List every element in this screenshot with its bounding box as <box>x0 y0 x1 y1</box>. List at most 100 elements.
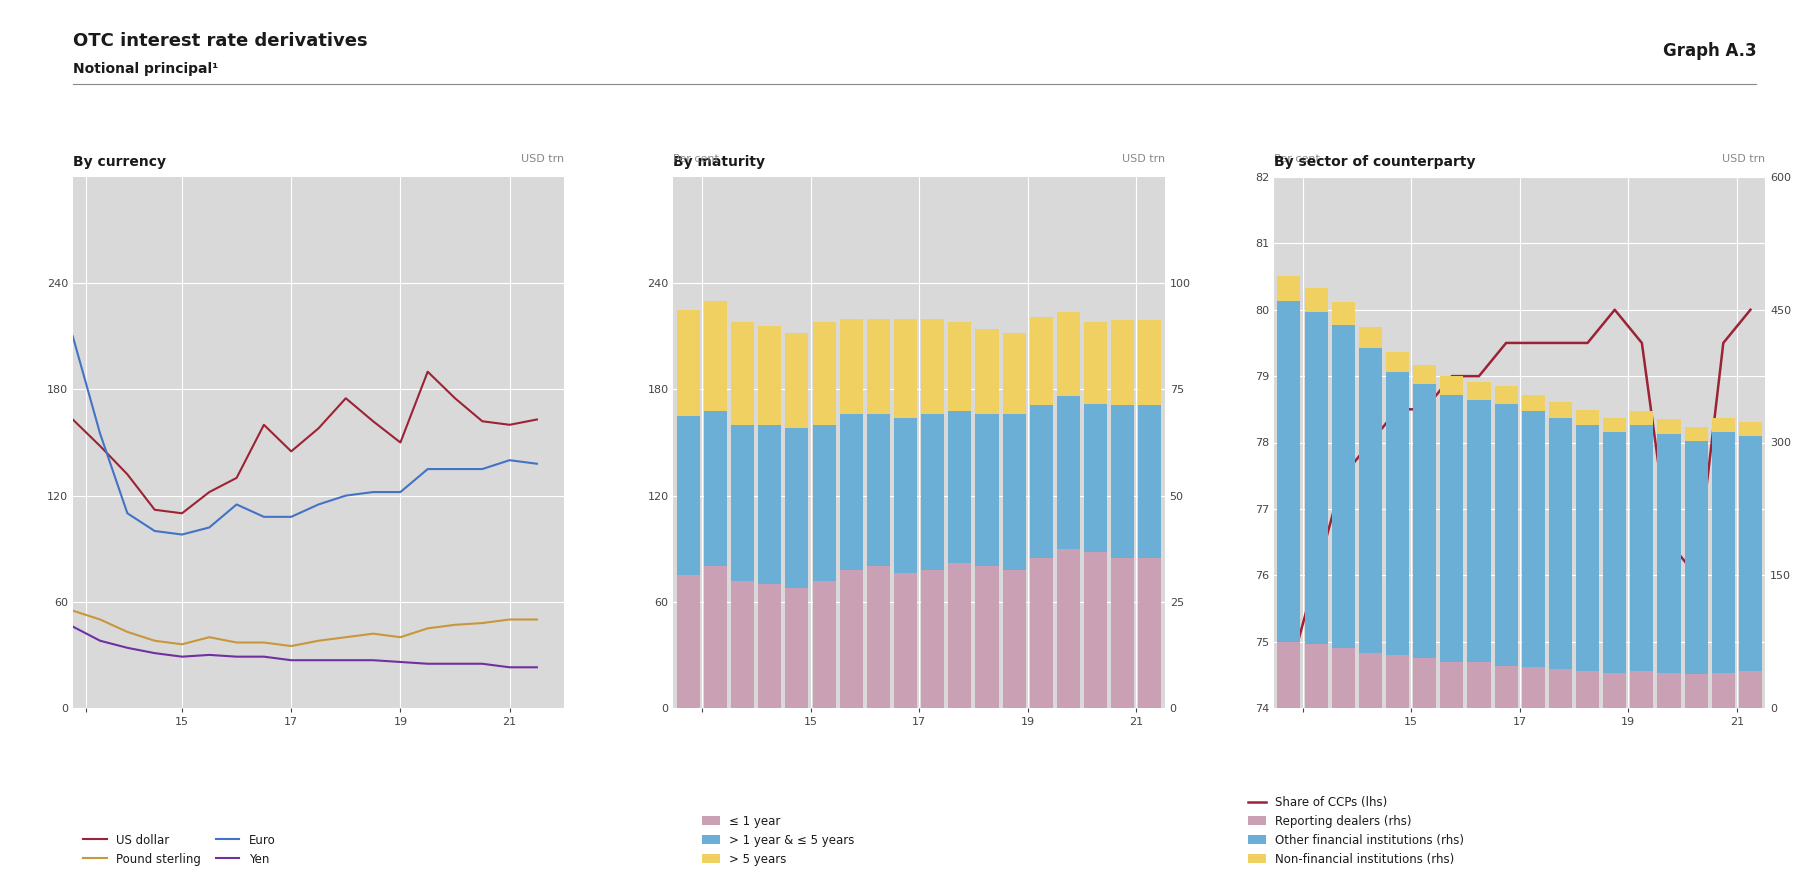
Legend: US dollar, Pound sterling, Euro, Yen: US dollar, Pound sterling, Euro, Yen <box>78 829 280 870</box>
Bar <box>786 428 808 588</box>
Bar <box>1631 671 1653 708</box>
Bar <box>1332 302 1354 325</box>
Bar <box>704 566 726 708</box>
Bar <box>1305 312 1327 644</box>
Bar <box>1440 662 1463 708</box>
Text: Per cent: Per cent <box>673 154 719 164</box>
Bar <box>921 319 945 414</box>
Bar <box>1085 404 1107 552</box>
Legend: Share of CCPs (lhs), Reporting dealers (rhs), Other financial institutions (rhs): Share of CCPs (lhs), Reporting dealers (… <box>1243 791 1469 870</box>
Bar <box>1738 671 1762 708</box>
Bar <box>1494 404 1518 666</box>
Bar <box>704 301 726 411</box>
Bar <box>1085 552 1107 708</box>
Bar <box>1522 667 1545 708</box>
Bar <box>732 581 753 708</box>
Bar <box>1576 425 1600 671</box>
Bar <box>1467 382 1491 400</box>
Bar <box>812 425 835 581</box>
Bar <box>948 411 972 563</box>
Bar <box>1112 320 1134 405</box>
Bar <box>866 319 890 414</box>
Bar <box>1003 414 1026 570</box>
Bar <box>812 581 835 708</box>
Bar <box>1713 432 1734 673</box>
Bar <box>786 333 808 428</box>
Bar <box>1387 655 1409 708</box>
Bar <box>1003 333 1026 414</box>
Bar <box>1412 658 1436 708</box>
Bar <box>948 322 972 411</box>
Bar <box>921 570 945 708</box>
Bar <box>1576 671 1600 708</box>
Bar <box>894 418 917 573</box>
Bar <box>1494 666 1518 708</box>
Bar <box>1713 418 1734 432</box>
Bar <box>1494 386 1518 404</box>
Bar <box>1713 673 1734 708</box>
Bar <box>839 414 863 570</box>
Bar <box>1603 432 1627 673</box>
Text: By currency: By currency <box>73 155 166 169</box>
Bar <box>1412 384 1436 658</box>
Bar <box>1522 411 1545 667</box>
Bar <box>1030 405 1052 558</box>
Bar <box>677 416 701 575</box>
Bar <box>1360 348 1381 653</box>
Bar <box>976 414 999 566</box>
Bar <box>1549 418 1572 669</box>
Bar <box>948 563 972 708</box>
Bar <box>759 584 781 708</box>
Text: Notional principal¹: Notional principal¹ <box>73 62 218 76</box>
Bar <box>1549 669 1572 708</box>
Bar <box>732 425 753 581</box>
Bar <box>1360 653 1381 708</box>
Bar <box>1658 419 1680 434</box>
Bar <box>1603 418 1627 432</box>
Bar <box>1278 276 1301 301</box>
Bar <box>1685 427 1707 441</box>
Bar <box>1738 436 1762 671</box>
Bar <box>1138 405 1161 558</box>
Bar <box>1549 402 1572 418</box>
Bar <box>894 319 917 418</box>
Text: OTC interest rate derivatives: OTC interest rate derivatives <box>73 32 368 50</box>
Bar <box>1467 400 1491 662</box>
Bar <box>786 588 808 708</box>
Bar <box>1603 673 1627 708</box>
Bar <box>1057 312 1079 396</box>
Bar <box>1360 327 1381 348</box>
Bar <box>1631 425 1653 671</box>
Bar <box>704 411 726 566</box>
Bar <box>1332 325 1354 648</box>
Bar <box>812 322 835 425</box>
Bar <box>1278 301 1301 642</box>
Bar <box>1278 642 1301 708</box>
Bar <box>1112 405 1134 558</box>
Text: USD trn: USD trn <box>1121 154 1165 164</box>
Bar <box>1738 422 1762 436</box>
Bar <box>1685 674 1707 708</box>
Bar <box>1685 441 1707 674</box>
Bar <box>1332 648 1354 708</box>
Bar <box>839 570 863 708</box>
Text: By sector of counterparty: By sector of counterparty <box>1274 155 1476 169</box>
Legend: ≤ 1 year, > 1 year & ≤ 5 years, > 5 years: ≤ 1 year, > 1 year & ≤ 5 years, > 5 year… <box>697 810 859 870</box>
Bar <box>894 573 917 708</box>
Bar <box>732 322 753 425</box>
Bar <box>866 414 890 566</box>
Bar <box>1440 395 1463 662</box>
Bar <box>1138 558 1161 708</box>
Bar <box>759 326 781 425</box>
Text: USD trn: USD trn <box>1722 154 1765 164</box>
Bar <box>839 319 863 414</box>
Bar <box>1387 352 1409 372</box>
Bar <box>1576 410 1600 425</box>
Bar <box>1030 317 1052 405</box>
Bar <box>1305 644 1327 708</box>
Bar <box>759 425 781 584</box>
Bar <box>921 414 945 570</box>
Bar <box>1658 673 1680 708</box>
Bar <box>1467 662 1491 708</box>
Bar <box>1658 434 1680 673</box>
